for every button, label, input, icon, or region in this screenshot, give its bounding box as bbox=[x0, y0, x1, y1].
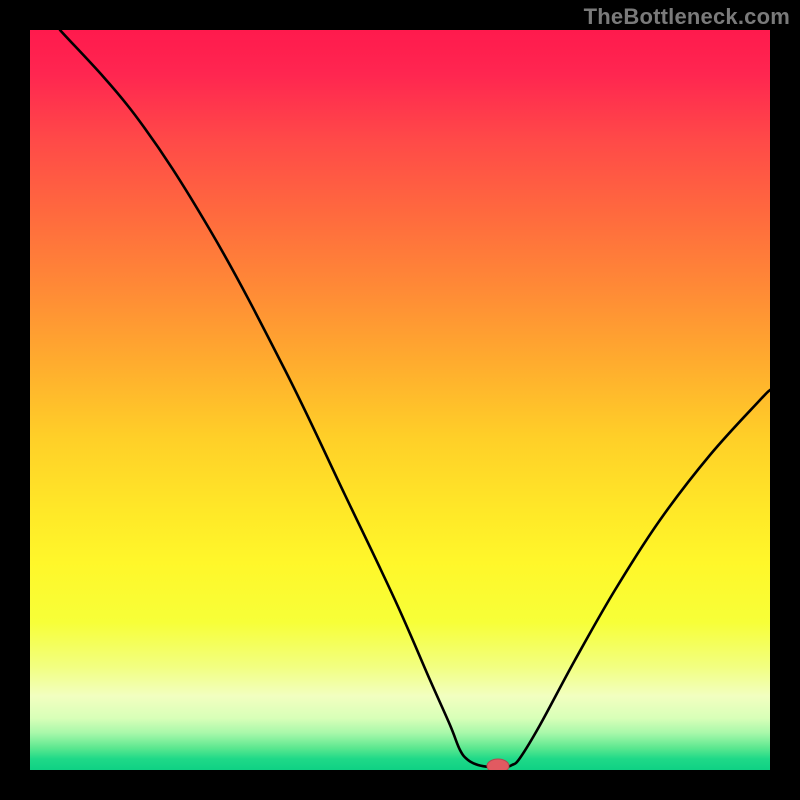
chart-frame: TheBottleneck.com bbox=[0, 0, 800, 800]
watermark-text: TheBottleneck.com bbox=[584, 4, 790, 30]
optimum-marker bbox=[487, 759, 509, 773]
bottleneck-chart bbox=[0, 0, 800, 800]
plot-background bbox=[30, 30, 770, 770]
